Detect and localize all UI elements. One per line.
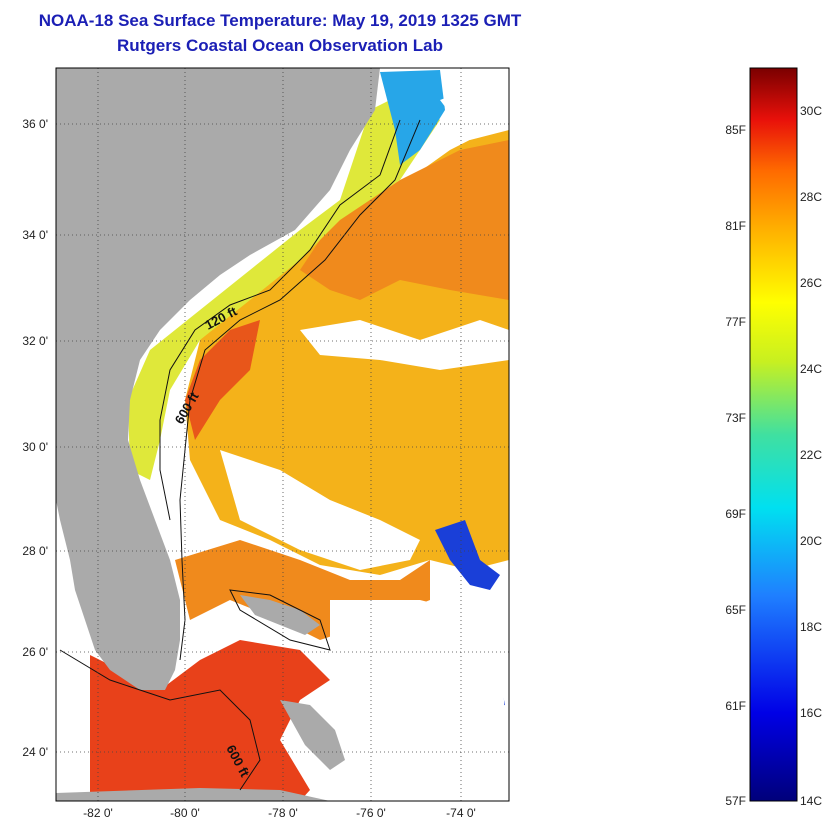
- map-subtitle: Rutgers Coastal Ocean Observation Lab: [117, 36, 443, 55]
- cloud-area: [300, 320, 509, 370]
- colorbar-label-c: 18C: [800, 620, 823, 634]
- lon-label-80: -80 0': [170, 806, 200, 820]
- lat-label-24: 24 0': [22, 745, 48, 759]
- ocean-hot-shelf-edge: [185, 320, 260, 440]
- lat-label-32: 32 0': [22, 334, 48, 348]
- colorbar-label-f: 81F: [725, 219, 746, 233]
- colorbar-label-c: 22C: [800, 448, 823, 462]
- cool-water-patch: [435, 520, 500, 590]
- lon-label-78: -78 0': [268, 806, 298, 820]
- map-title: NOAA-18 Sea Surface Temperature: May 19,…: [38, 11, 522, 30]
- colorbar-label-f: 57F: [725, 794, 746, 808]
- land-bahamas: [240, 595, 320, 635]
- colorbar-label-f: 73F: [725, 411, 746, 425]
- isobath-south: [59, 649, 261, 791]
- colorbar-label-f: 65F: [725, 603, 746, 617]
- ocean-warm-region: [300, 140, 509, 300]
- colorbar-label-c: 30C: [800, 104, 823, 118]
- colorbar-label-c: 20C: [800, 534, 823, 548]
- colorbar-label-c: 24C: [800, 362, 823, 376]
- colorbar-label-f: 61F: [725, 699, 746, 713]
- lon-label-82: -82 0': [83, 806, 113, 820]
- colorbar-label-c: 28C: [800, 190, 823, 204]
- lat-label-34: 34 0': [22, 228, 48, 242]
- lon-label-74: -74 0': [446, 806, 476, 820]
- colorbar-label-f: 69F: [725, 507, 746, 521]
- cloud-area: [440, 85, 509, 140]
- colorbar-label-c: 16C: [800, 706, 823, 720]
- isobath-600ft: [179, 119, 421, 661]
- colorbar-label-f: 85F: [725, 123, 746, 137]
- lat-label-28: 28 0': [22, 544, 48, 558]
- cloud-area: [220, 450, 420, 570]
- lat-label-36: 36 0': [22, 117, 48, 131]
- lat-label-26: 26 0': [22, 645, 48, 659]
- colorbar-label-f: 77F: [725, 315, 746, 329]
- land-mainland: [56, 68, 380, 690]
- cloud-area: [330, 600, 509, 801]
- lon-label-76: -76 0': [356, 806, 386, 820]
- isobath-bahamas: [229, 589, 331, 651]
- land-cuba: [56, 788, 330, 801]
- lat-label-30: 30 0': [22, 440, 48, 454]
- ocean-hot-region: [90, 640, 330, 801]
- cool-shelf-water: [380, 70, 445, 165]
- colorbar-label-c: 14C: [800, 794, 823, 808]
- colorbar-label-c: 26C: [800, 276, 823, 290]
- isobath-120ft: [159, 119, 401, 521]
- colorbar: [749, 67, 798, 802]
- land-bahamas: [280, 700, 345, 770]
- shelf-water: [128, 90, 440, 480]
